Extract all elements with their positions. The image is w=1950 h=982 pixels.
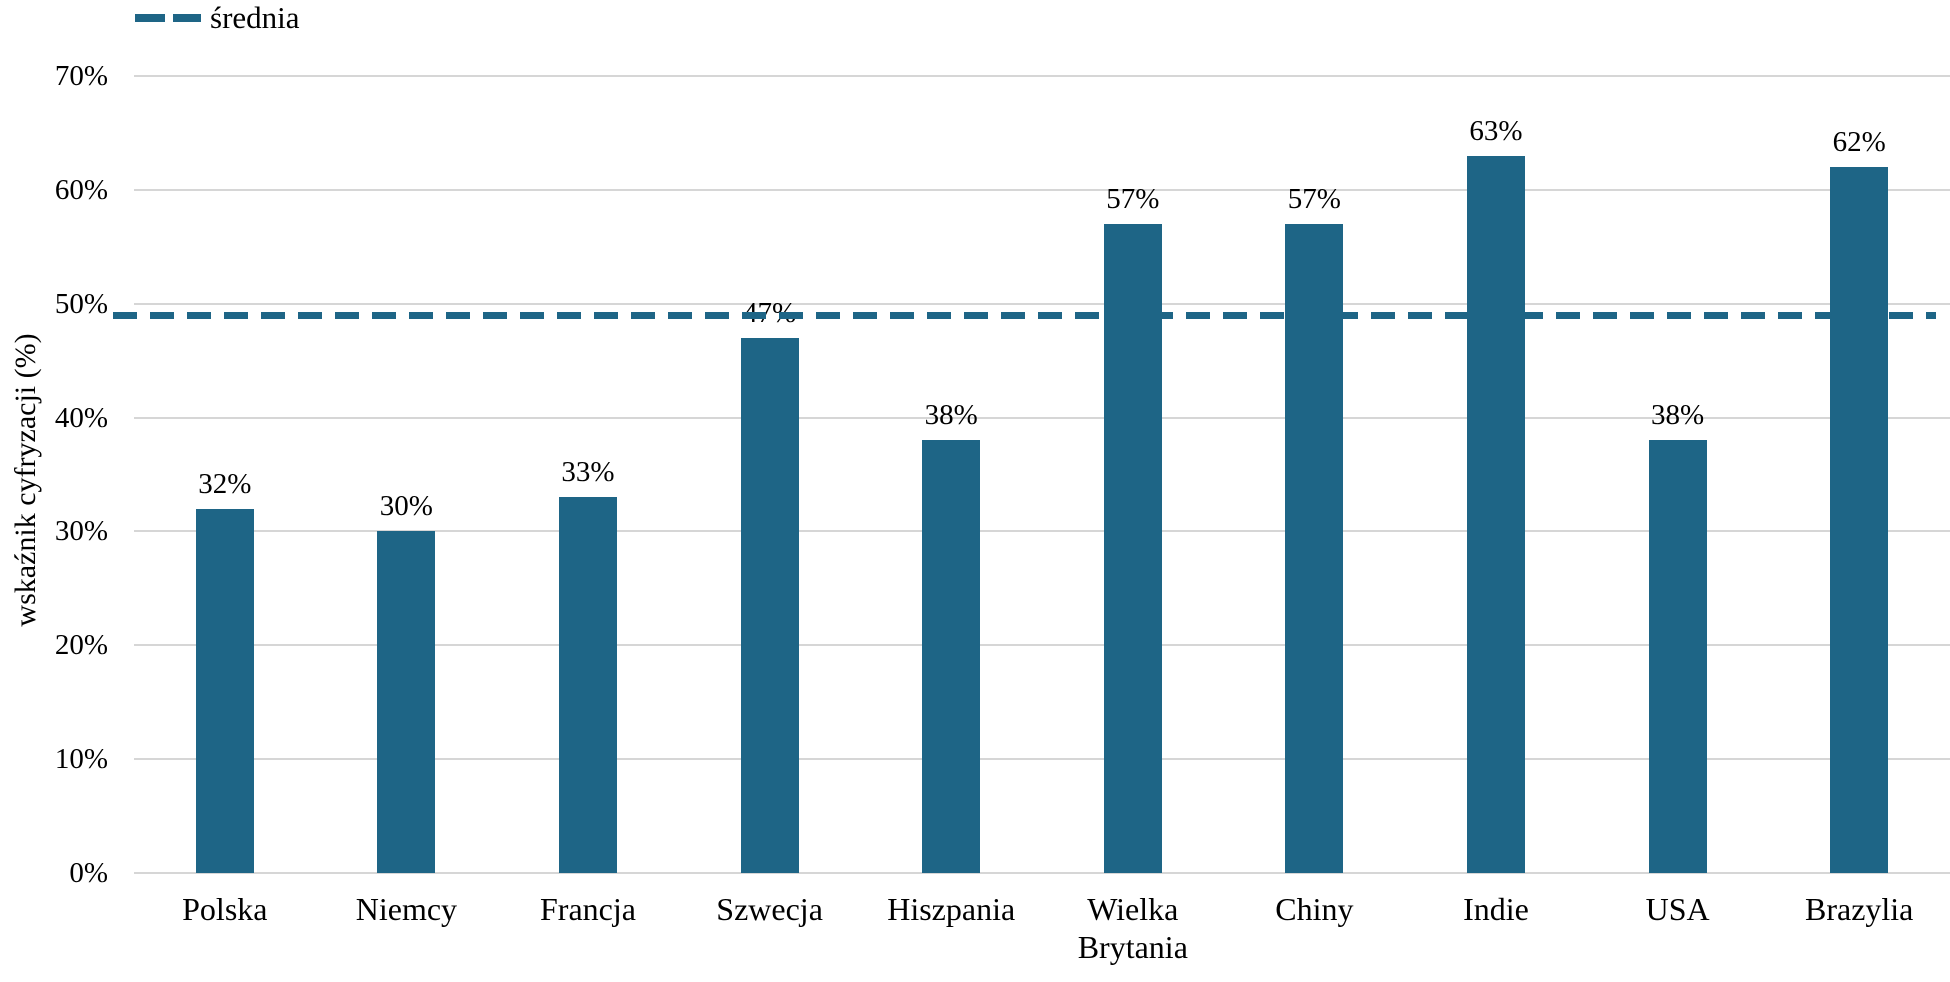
bar-value-label: 30% [379, 490, 433, 523]
plot-area: 32%30%33%47%38%57%57%63%38%62% [113, 75, 1950, 874]
category-label: Brazylia [1804, 891, 1914, 927]
category-label: Francja [540, 891, 636, 927]
bar [195, 508, 254, 873]
category-label: Indie [1463, 891, 1529, 927]
gridline [134, 416, 1950, 419]
category-label: Szwecja [716, 891, 823, 927]
gridline [134, 644, 1950, 647]
bar-value-label: 33% [561, 456, 615, 489]
y-tick-label: 10% [54, 743, 108, 776]
gridline [134, 188, 1950, 191]
legend-label: średnia [210, 0, 300, 35]
y-tick-label: 60% [54, 173, 108, 206]
y-tick-label: 20% [54, 629, 108, 662]
category-label: Chiny [1275, 891, 1354, 927]
gridline [134, 302, 1950, 305]
category-label: Niemcy [355, 891, 458, 927]
y-tick-label: 0% [69, 857, 108, 889]
gridline [134, 75, 1950, 77]
gridline [134, 872, 1950, 874]
bar [1467, 155, 1525, 873]
average-line [113, 311, 1936, 319]
bar [1285, 224, 1344, 873]
bar-value-label: 62% [1832, 126, 1886, 159]
bar [1648, 440, 1707, 873]
category-label: Wielka Brytania [1077, 891, 1188, 965]
y-tick-label: 50% [54, 287, 108, 320]
category-label: Polska [182, 891, 268, 927]
bar [922, 440, 981, 873]
y-tick-label: 30% [54, 515, 108, 548]
bar-value-label: 38% [924, 399, 978, 432]
category-label: USA [1645, 891, 1710, 927]
bar [377, 531, 436, 873]
bar [1830, 167, 1889, 873]
bar [559, 497, 617, 873]
y-axis-title: wskaźnik cyfryzacji (%) [9, 333, 42, 627]
gridline [134, 758, 1950, 761]
y-tick-label: 40% [54, 401, 108, 434]
bar-value-label: 63% [1469, 114, 1523, 147]
bar-value-label: 38% [1651, 399, 1705, 432]
bar-value-label: 57% [1106, 183, 1160, 216]
category-label: Hiszpania [887, 891, 1016, 927]
dashed-line-icon [135, 14, 201, 22]
bar [1103, 224, 1162, 873]
y-tick-label: 70% [54, 60, 108, 92]
bar-value-label: 57% [1287, 183, 1341, 216]
bar [740, 337, 799, 873]
gridline [134, 530, 1950, 533]
bar-value-label: 32% [198, 467, 252, 500]
legend: średnia [135, 1, 300, 35]
